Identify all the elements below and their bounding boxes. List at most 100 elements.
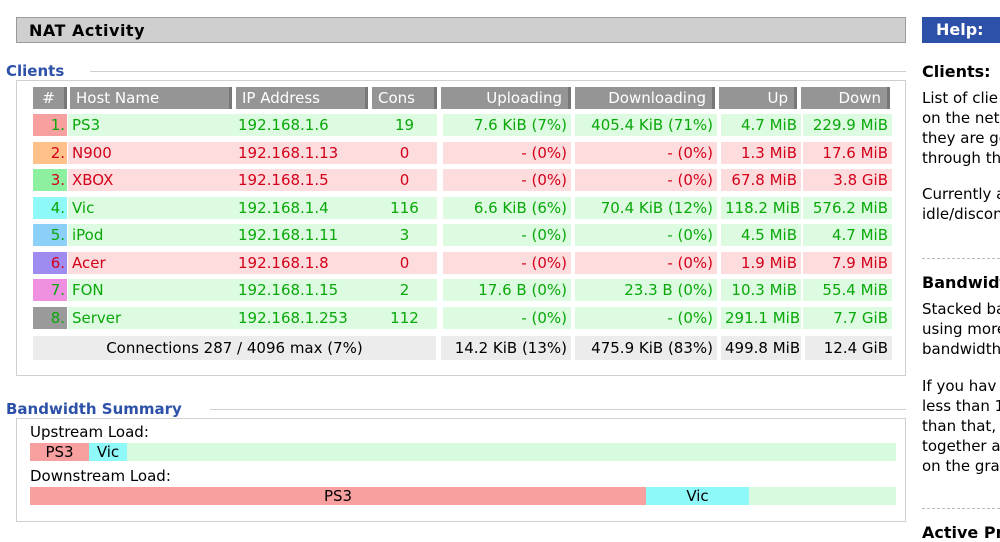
column-header-downloading[interactable]: Downloading [575, 87, 715, 109]
client-down-total: 7.7 GiB [803, 306, 892, 329]
table-row[interactable]: 3. XBOX 192.168.1.5 0- (0%) - (0%) 67.8 MiB 3.… [33, 167, 892, 191]
client-connections: 112 [372, 306, 437, 329]
client-connections: 2 [372, 279, 437, 301]
client-uploading: 6.6 KiB (6%) [443, 196, 571, 219]
table-row[interactable]: 2. N900 192.168.1.13 0- (0%) - (0%) 1.3 MiB 17… [33, 140, 892, 164]
help-clients-text: List of clie on the net they are go thro… [922, 89, 1000, 167]
clients-section-title: Clients [6, 62, 65, 80]
column-header-host-name[interactable]: Host Name [70, 87, 232, 109]
client-downloading: - (0%) [575, 224, 717, 246]
client-connections: 0 [372, 141, 437, 164]
help-title: Help: [922, 17, 1000, 43]
page-title: NAT Activity [29, 21, 146, 40]
client-number: 5. [50, 226, 65, 244]
page-header: NAT Activity [16, 17, 906, 43]
client-ip-address: 192.168.1.5 [234, 169, 400, 191]
help-bandwidth-text: Stacked ba using more bandwidth [922, 300, 1000, 358]
client-up-total: 1.9 MiB [721, 251, 801, 274]
client-downloading: - (0%) [575, 306, 717, 329]
client-host-name: iPod [68, 224, 265, 246]
bandwidth-segment-ps3: PS3 [30, 487, 646, 505]
client-host-name: FON [68, 279, 265, 301]
client-host-name: Server [68, 306, 265, 329]
table-row[interactable]: 1. PS3 192.168.1.6 19 7.6 KiB (7%) 405.4 KiB … [33, 112, 892, 136]
client-down-total: 576.2 MiB [803, 196, 892, 219]
help-clients-status-text: Currently a idle/discon [922, 185, 1000, 223]
column-header-uploading[interactable]: Uploading [441, 87, 571, 109]
column-header-cons[interactable]: Cons [372, 87, 437, 109]
totals-downloading: 475.9 KiB (83%) [575, 336, 717, 360]
client-ip-address: 192.168.1.13 [234, 141, 400, 164]
client-color-swatch [33, 169, 67, 191]
downstream-load-label: Downstream Load: [30, 467, 171, 485]
client-number: 4. [50, 198, 65, 217]
upstream-load-label: Upstream Load: [30, 423, 149, 441]
client-up-total: 1.3 MiB [721, 141, 801, 164]
totals-up: 499.8 MiB [721, 336, 801, 360]
client-down-total: 229.9 MiB [803, 114, 892, 136]
help-separator [922, 508, 1000, 509]
client-downloading: 23.3 B (0%) [575, 279, 717, 301]
table-row[interactable]: 5. iPod 192.168.1.11 3- (0%) - (0%) 4.5 MiB 4.… [33, 222, 892, 246]
help-bandwidth-details: If you hav less than 1 than that, togeth… [922, 377, 1000, 475]
client-uploading: - (0%) [443, 141, 571, 164]
client-host-name: Vic [68, 196, 265, 219]
client-connections: 0 [372, 251, 437, 274]
client-host-name: N900 [68, 141, 265, 164]
client-up-total: 4.5 MiB [721, 224, 801, 246]
client-uploading: - (0%) [443, 306, 571, 329]
client-downloading: 70.4 KiB (12%) [575, 196, 717, 219]
client-down-total: 55.4 MiB [803, 279, 892, 301]
client-connections: 116 [372, 196, 437, 219]
client-ip-address: 192.168.1.11 [234, 224, 400, 246]
client-connections: 19 [372, 114, 437, 136]
totals-connections: Connections 287 / 4096 max (7%) [33, 336, 436, 360]
client-uploading: - (0%) [443, 169, 571, 191]
column-header-ip-address[interactable]: IP Address [236, 87, 368, 109]
client-up-total: 10.3 MiB [721, 279, 801, 301]
client-color-swatch [33, 251, 67, 274]
client-downloading: 405.4 KiB (71%) [575, 114, 717, 136]
client-ip-address: 192.168.1.8 [234, 251, 400, 274]
client-down-total: 4.7 MiB [803, 224, 892, 246]
client-ip-address: 192.168.1.4 [234, 196, 400, 219]
column-header-up[interactable]: Up [719, 87, 797, 109]
bandwidth-panel [16, 418, 906, 522]
client-ip-address: 192.168.1.6 [234, 114, 400, 136]
client-color-swatch [33, 196, 67, 219]
client-color-swatch [33, 279, 67, 301]
client-number: 7. [50, 281, 65, 299]
client-down-total: 3.8 GiB [803, 169, 892, 191]
help-bandwidth-heading: Bandwidt [922, 273, 1000, 292]
bandwidth-segment-ps3: PS3 [30, 443, 89, 461]
client-downloading: - (0%) [575, 169, 717, 191]
table-row[interactable]: 8. Server 192.168.1.253 112- (0%) - (0%) 291.… [33, 305, 892, 329]
bandwidth-segment-vic: Vic [646, 487, 749, 505]
client-downloading: - (0%) [575, 251, 717, 274]
client-up-total: 291.1 MiB [721, 306, 801, 329]
table-row[interactable]: 7. FON 192.168.1.15 2 17.6 B (0%) 23.3 B (0%)… [33, 277, 892, 301]
client-uploading: 7.6 KiB (7%) [443, 114, 571, 136]
table-row[interactable]: 6. Acer 192.168.1.8 0- (0%) - (0%) 1.9 MiB 7.9… [33, 250, 892, 274]
client-ip-address: 192.168.1.253 [234, 306, 400, 329]
client-number: 6. [50, 253, 65, 272]
client-down-total: 17.6 MiB [803, 141, 892, 164]
client-up-total: 4.7 MiB [721, 114, 801, 136]
table-row[interactable]: 4. Vic 192.168.1.4 116 6.6 KiB (6%) 70.4 KiB … [33, 195, 892, 219]
column-header-down[interactable]: Down [801, 87, 890, 109]
client-connections: 0 [372, 169, 437, 191]
client-up-total: 67.8 MiB [721, 169, 801, 191]
client-ip-address: 192.168.1.15 [234, 279, 400, 301]
client-color-swatch [33, 306, 67, 329]
client-uploading: - (0%) [443, 224, 571, 246]
client-connections: 3 [372, 224, 437, 246]
downstream-load-bar: PS3 Vic [30, 487, 896, 505]
client-downloading: - (0%) [575, 141, 717, 164]
client-down-total: 7.9 MiB [803, 251, 892, 274]
client-uploading: 17.6 B (0%) [443, 279, 571, 301]
column-header-number[interactable]: # [33, 87, 67, 109]
client-number: 2. [50, 143, 65, 162]
clients-divider [90, 71, 906, 72]
client-number: 8. [50, 308, 65, 327]
client-host-name: XBOX [68, 169, 265, 191]
